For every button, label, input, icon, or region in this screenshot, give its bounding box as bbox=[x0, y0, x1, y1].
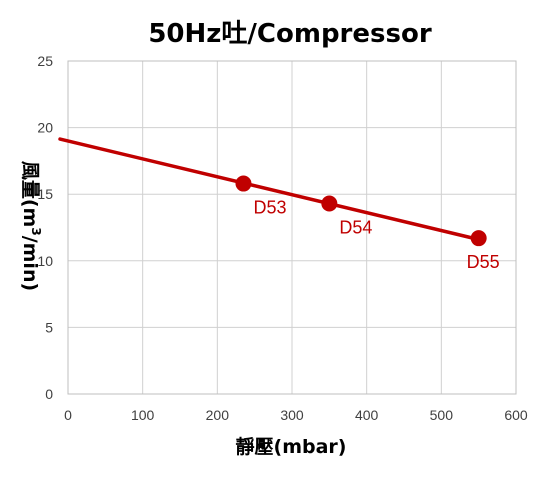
series-layer: D53 D54 D55 bbox=[58, 137, 500, 272]
y-tick-label: 10 bbox=[37, 253, 53, 269]
y-axis-title: 風量(m3/min) bbox=[19, 161, 43, 291]
y-tick-label: 20 bbox=[37, 120, 53, 136]
y-tick-label: 0 bbox=[45, 386, 53, 402]
x-tick-label: 400 bbox=[355, 407, 379, 423]
x-tick-label: 600 bbox=[504, 407, 528, 423]
data-label-d55: D55 bbox=[467, 252, 500, 272]
x-tick-label: 200 bbox=[206, 407, 230, 423]
y-tick-label: 25 bbox=[37, 53, 53, 69]
y-tick-label: 5 bbox=[45, 319, 53, 335]
x-tick-label: 500 bbox=[430, 407, 454, 423]
series-line bbox=[58, 137, 481, 242]
x-axis-title: 靜壓(mbar) bbox=[236, 435, 347, 458]
data-label-d53: D53 bbox=[253, 198, 286, 218]
chart-title: 50Hz吐/Compressor bbox=[148, 19, 431, 49]
y-tick-label: 15 bbox=[37, 186, 53, 202]
data-point-d55 bbox=[470, 230, 487, 247]
tick-label-layer: 0 100 200 300 400 500 600 0 5 10 15 20 25 bbox=[37, 53, 527, 423]
y-axis-title-main: 風量(m bbox=[19, 161, 41, 227]
plot-frame bbox=[67, 60, 517, 395]
data-point-d53 bbox=[235, 175, 252, 192]
x-tick-label: 0 bbox=[64, 407, 72, 423]
y-axis-title-sup: 3 bbox=[29, 227, 43, 235]
grid-layer bbox=[67, 60, 517, 395]
data-point-d54 bbox=[321, 195, 338, 212]
y-axis-title-tail: /min) bbox=[19, 236, 41, 291]
x-tick-label: 100 bbox=[131, 407, 155, 423]
data-label-d54: D54 bbox=[339, 218, 372, 238]
x-tick-label: 300 bbox=[280, 407, 304, 423]
